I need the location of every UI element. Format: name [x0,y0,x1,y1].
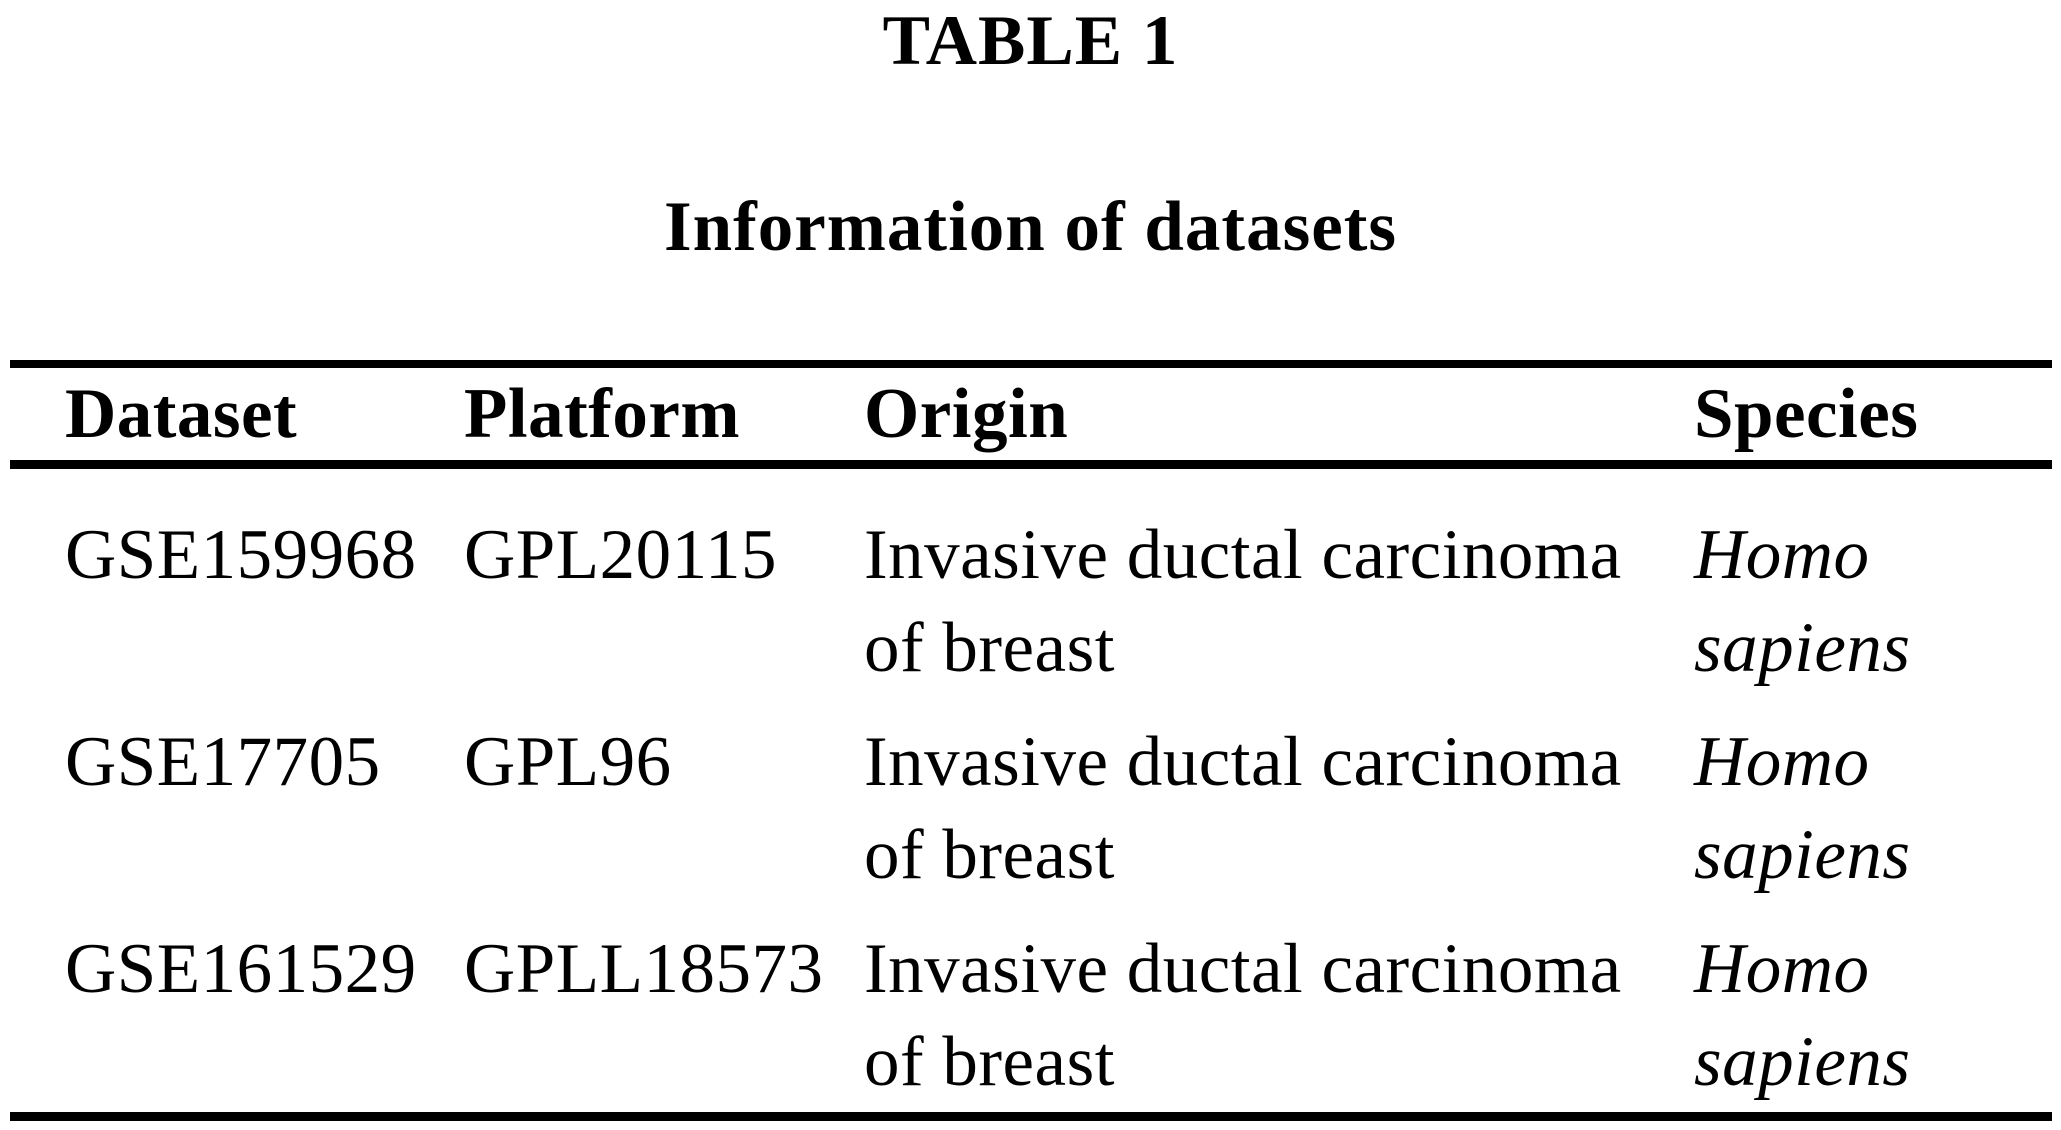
table-header-rule [10,460,2052,469]
species-line-2: sapiens [1694,816,1911,894]
dataset-cell: GSE17705 [65,723,381,801]
table-row: GSE159968 GPL20115 Invasive ductal carci… [65,509,2055,695]
species-cell: Homo sapiens [1694,716,2055,902]
origin-line-2: of breast [864,609,1115,687]
species-line-2: sapiens [1694,1023,1911,1101]
origin-cell: Invasive ductal carcinoma of breast [864,923,1694,1109]
origin-cell: Invasive ductal carcinoma of breast [864,716,1694,902]
species-line-1: Homo [1694,930,1870,1008]
table-header-row: Dataset Platform Origin Species [65,368,2055,461]
origin-line-2: of breast [864,1023,1115,1101]
table-row: GSE17705 GPL96 Invasive ductal carcinoma… [65,716,2055,902]
dataset-cell: GSE161529 [65,930,417,1008]
table-row: GSE161529 GPLL18573 Invasive ductal carc… [65,923,2055,1109]
origin-line-1: Invasive ductal carcinoma [864,516,1622,594]
column-header-species: Species [1694,375,1919,453]
species-cell: Homo sapiens [1694,509,2055,695]
origin-line-1: Invasive ductal carcinoma [864,723,1622,801]
table-bottom-rule [10,1112,2052,1121]
column-header-origin: Origin [864,375,1069,453]
platform-cell: GPL96 [464,723,672,801]
origin-line-2: of breast [864,816,1115,894]
column-header-dataset: Dataset [65,375,298,453]
species-cell: Homo sapiens [1694,923,2055,1109]
table-number-title: TABLE 1 [882,2,1179,80]
column-header-platform: Platform [464,375,741,453]
species-line-2: sapiens [1694,609,1911,687]
origin-cell: Invasive ductal carcinoma of breast [864,509,1694,695]
dataset-cell: GSE159968 [65,516,417,594]
table-top-rule [10,360,2052,368]
species-line-1: Homo [1694,516,1870,594]
platform-cell: GPLL18573 [464,930,824,1008]
table-caption: Information of datasets [664,188,1397,266]
species-line-1: Homo [1694,723,1870,801]
origin-line-1: Invasive ductal carcinoma [864,930,1622,1008]
platform-cell: GPL20115 [464,516,777,594]
